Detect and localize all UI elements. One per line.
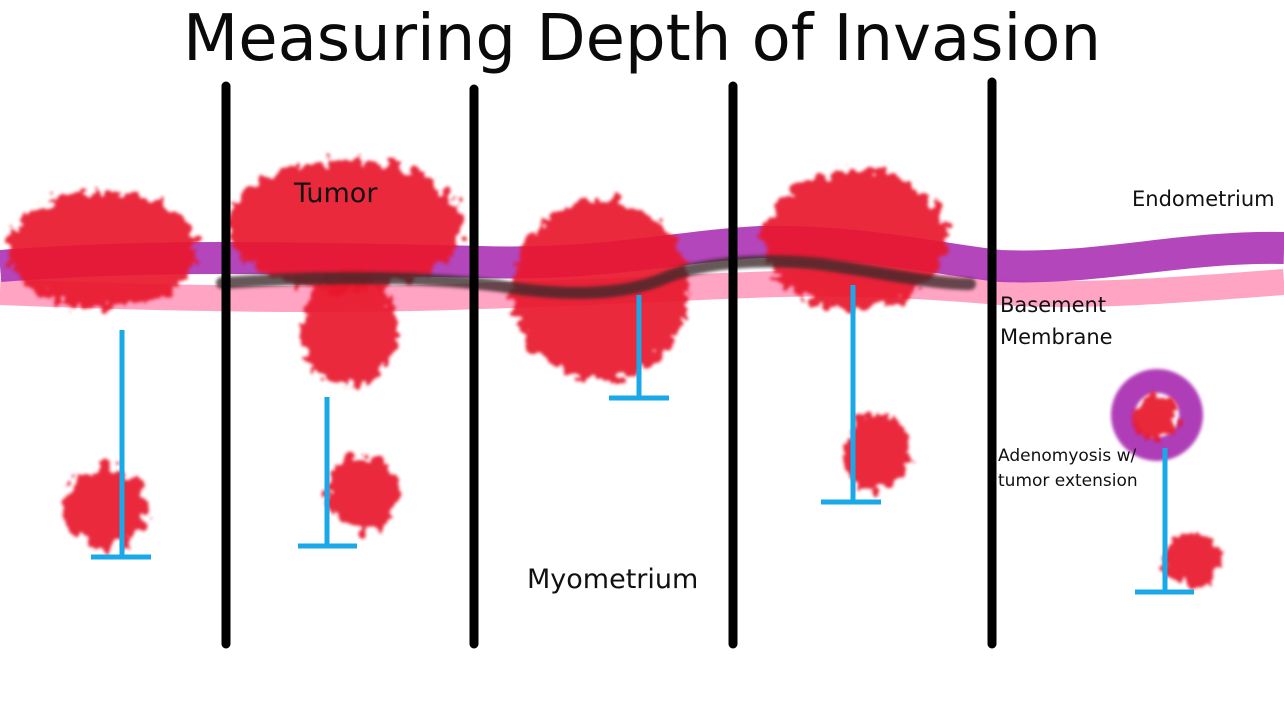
adenomyosis-tumor	[1133, 396, 1177, 440]
tumor-nodule-4	[844, 414, 908, 490]
tumor-masses	[7, 160, 1223, 586]
endometrium-label: Endometrium	[1132, 187, 1275, 211]
depth-measure-2	[298, 397, 357, 549]
tumor-nodule-1	[63, 468, 147, 548]
depth-measure-1	[91, 330, 151, 560]
depth-measure-3	[609, 295, 669, 401]
depth-measurements	[91, 285, 1194, 595]
basement-membrane-label-line2: Membrane	[1000, 325, 1113, 349]
basement-membrane-band	[0, 269, 1284, 312]
tumor-nodule-2	[327, 455, 399, 531]
tumor-mass-1	[7, 192, 197, 308]
panel-dividers	[221, 77, 997, 649]
tumor-nodule-5	[1163, 534, 1223, 586]
tumor-mass-2	[227, 160, 463, 290]
adenomyosis-ring	[1111, 369, 1203, 461]
diagram-title: Measuring Depth of Invasion	[182, 2, 1102, 76]
tumor-mass-2-extension	[302, 272, 398, 388]
adenomyosis-label-line1: Adenomyosis w/	[998, 446, 1137, 466]
myometrium-label: Myometrium	[527, 564, 699, 595]
basement-membrane-label-line1: Basement	[1000, 293, 1107, 317]
depth-measure-5	[1135, 448, 1194, 595]
basement-membrane-line	[216, 255, 976, 299]
adenomyosis-label-line2: tumor extension	[998, 471, 1138, 491]
depth-measure-4	[821, 285, 881, 505]
tumor-label: Tumor	[294, 178, 378, 209]
